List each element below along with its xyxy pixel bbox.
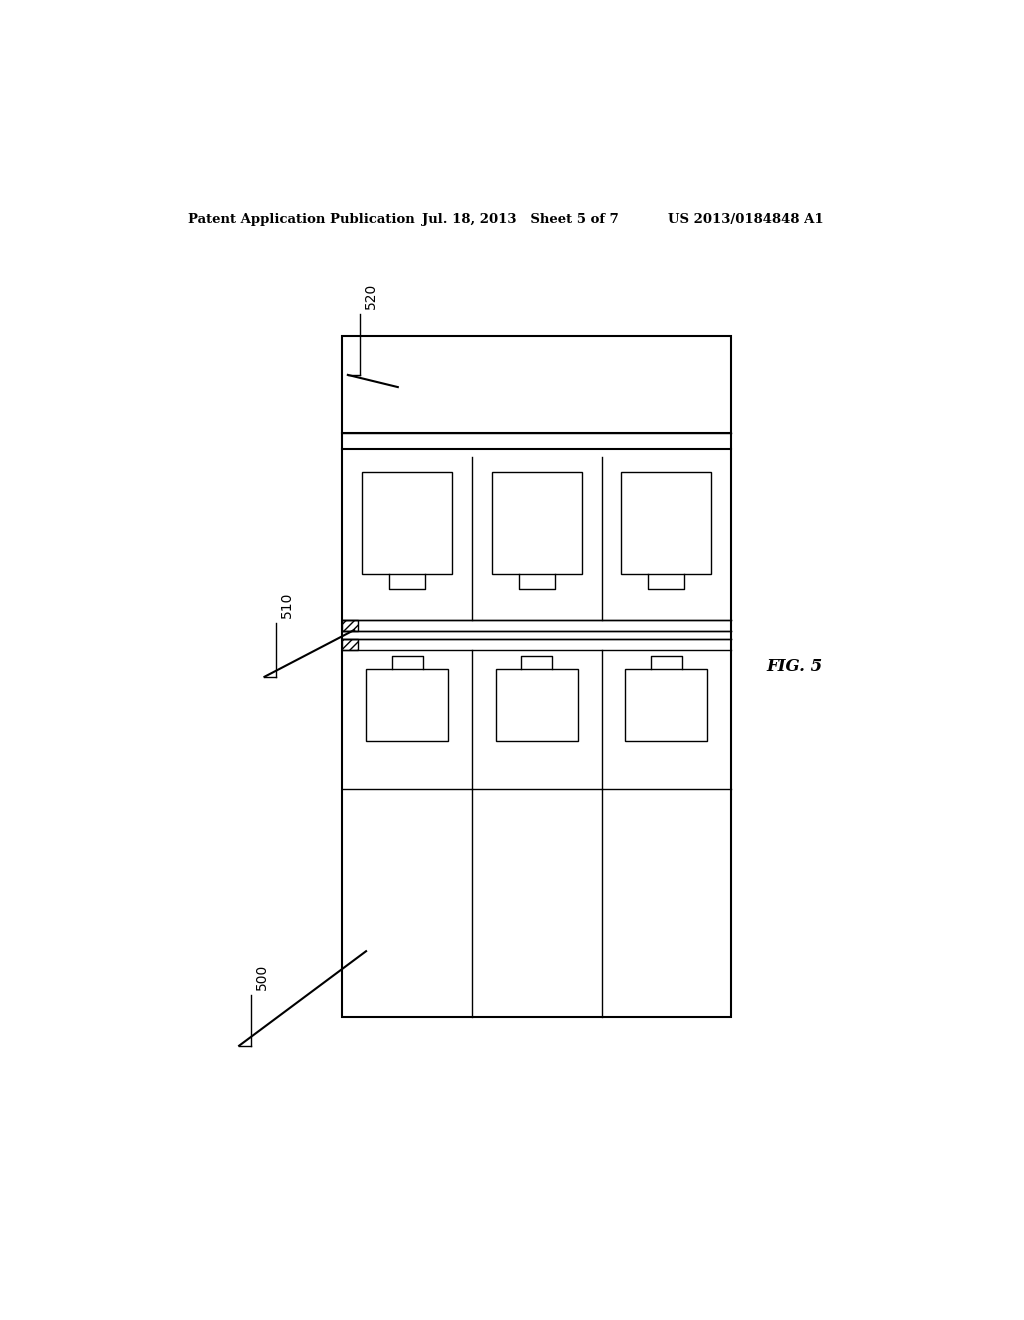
Text: Jul. 18, 2013   Sheet 5 of 7: Jul. 18, 2013 Sheet 5 of 7 <box>422 213 618 226</box>
Text: 500: 500 <box>255 964 269 990</box>
Bar <box>342 639 358 651</box>
Bar <box>342 337 731 1018</box>
Text: FIG. 5: FIG. 5 <box>767 659 823 675</box>
Bar <box>496 669 578 741</box>
Text: US 2013/0184848 A1: US 2013/0184848 A1 <box>668 213 823 226</box>
Bar <box>367 669 449 741</box>
Bar <box>626 669 708 741</box>
Text: 520: 520 <box>364 282 378 309</box>
Bar <box>492 473 582 574</box>
Text: Patent Application Publication: Patent Application Publication <box>187 213 415 226</box>
Bar <box>622 473 712 574</box>
Bar <box>362 473 452 574</box>
Bar <box>342 620 358 631</box>
Text: 510: 510 <box>281 591 294 618</box>
